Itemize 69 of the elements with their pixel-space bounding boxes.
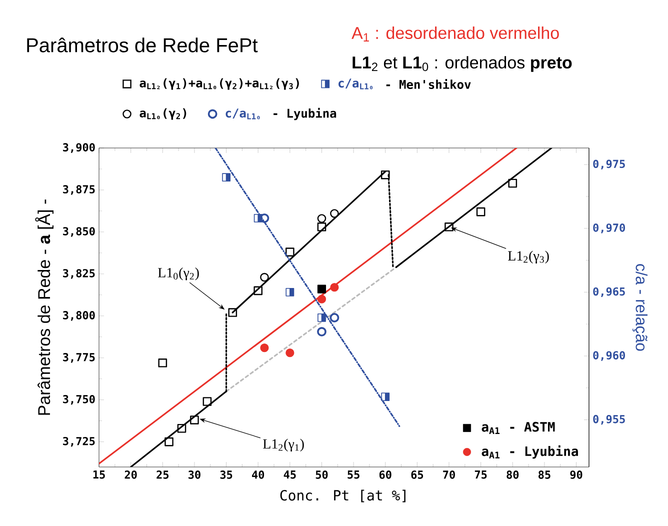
point: [254, 286, 262, 296]
legend-label: a$_{A1}$ - Lyubina: [482, 445, 578, 459]
point: [317, 222, 326, 232]
point: [317, 214, 326, 223]
x-tick-label: 75: [474, 470, 487, 479]
x-tick-label: 50: [316, 470, 328, 479]
text: - Lyubina: [274, 108, 336, 120]
point: [164, 437, 174, 446]
y-tick-label: 3,725: [63, 436, 95, 447]
x-tick-label: 85: [538, 470, 550, 479]
x-tick-label: 15: [93, 470, 105, 479]
legend-label: a$_{A1}$ - ASTM: [482, 422, 555, 434]
y-tick-label: 3,850: [63, 227, 95, 237]
y2-tick-label: 0,965: [593, 287, 625, 298]
x-tick-label: 90: [570, 470, 582, 479]
legend-label: c/a$_{L1₀}$: [338, 78, 373, 90]
legend-label: c/a$_{L1₀}$: [226, 108, 260, 120]
point: [202, 397, 212, 406]
y-tick-label: 3,900: [63, 143, 95, 153]
x-tick-label: 20: [124, 470, 137, 479]
point: [260, 272, 269, 282]
text: a$_{L1₂}$(γ$_{1}$)+a$_{L1₀}$(γ$_{2}$)+a$_{L1₂}$(γ$_{3}$): [140, 78, 299, 90]
point: [190, 416, 199, 424]
text: L1$_{2}$ et L1$_{0}$ : ordenados preto: [352, 56, 572, 72]
x-tick-label: 55: [348, 470, 360, 479]
point: [317, 327, 326, 336]
point: [177, 424, 186, 433]
annotation: L1$_{0}$(γ$_{2}$): [158, 268, 199, 280]
y2-tick-label: 0,955: [593, 414, 625, 425]
y2-tick-label: 0,970: [593, 224, 625, 234]
text: A$_{1}$ : desordenado vermelho: [352, 26, 559, 42]
x-tick-label: 60: [379, 470, 392, 479]
point: [286, 348, 294, 358]
y-tick-label: 3,800: [63, 311, 95, 321]
point: [444, 222, 454, 232]
y2-tick-label: 0,960: [593, 351, 625, 361]
annotation: L1$_{2}$(γ$_{1}$): [263, 438, 304, 452]
x-tick-label: 25: [156, 470, 169, 479]
point: [476, 207, 486, 216]
point: [228, 308, 238, 317]
point: [158, 358, 168, 368]
x-tick-label: 80: [506, 470, 519, 479]
point: [330, 209, 339, 218]
point: [286, 248, 294, 256]
point: [260, 343, 269, 352]
point: [317, 294, 326, 304]
y-tick-label: 3,750: [63, 394, 95, 405]
y-axis-title: Parâmetros de Rede - a [Å] -: [35, 200, 54, 415]
y-tick-label: 3,775: [63, 353, 95, 363]
annotation: L1$_{2}$(γ$_{3}$): [508, 250, 549, 264]
point: [330, 283, 339, 292]
chart-title: Parâmetros de Rede FePt: [27, 38, 258, 52]
point: [317, 284, 326, 294]
point: [330, 312, 340, 322]
x-tick-label: 65: [411, 470, 424, 479]
y-tick-label: 3,825: [63, 269, 95, 279]
x-tick-label: 45: [284, 470, 296, 479]
x-axis-title: Conc. Pt [at %]: [280, 490, 406, 502]
legend-label: a$_{L1₀}$(γ$_{2}$): [140, 108, 186, 120]
x-tick-label: 40: [252, 470, 264, 479]
y2-tick-label: 0,975: [593, 160, 625, 170]
point: [508, 178, 518, 188]
x-tick-label: 30: [188, 470, 200, 479]
point: [380, 170, 390, 180]
text: - Men'shikov: [386, 79, 471, 89]
x-tick-label: 70: [443, 470, 455, 479]
y-tick-label: 3,875: [63, 185, 95, 195]
x-tick-label: 35: [220, 470, 232, 479]
y2-axis-title: c/a - relação: [632, 264, 648, 351]
